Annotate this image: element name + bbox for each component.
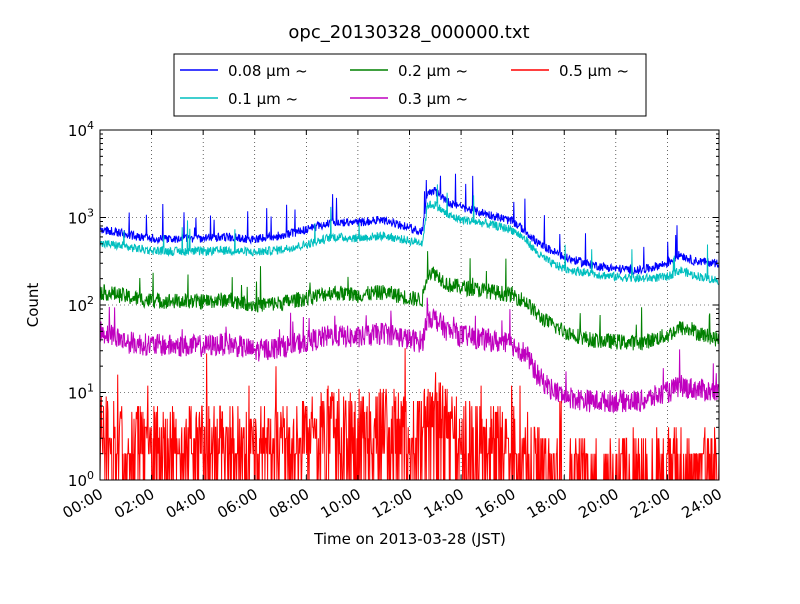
y-axis-label: Count: [24, 283, 42, 328]
y-tick-label: 101: [68, 382, 94, 403]
y-tick-label: 104: [68, 119, 94, 140]
y-tick-base: 10: [68, 297, 87, 315]
chart-title: opc_20130328_000000.txt: [288, 22, 529, 43]
legend-entry: 0.08 μm ~: [228, 62, 308, 80]
y-tick-base: 10: [68, 385, 87, 403]
y-tick-exponent: 1: [87, 382, 94, 395]
y-tick-base: 10: [68, 472, 87, 490]
y-tick-base: 10: [68, 210, 87, 228]
legend-entry: 0.3 μm ~: [398, 90, 468, 108]
series-line: [99, 251, 720, 351]
ticks: [99, 129, 720, 481]
series-line: [99, 184, 720, 286]
y-tick-exponent: 3: [87, 207, 94, 220]
y-tick-label: 102: [68, 294, 94, 315]
y-tick-label: 100: [68, 469, 94, 490]
series-line: [99, 297, 720, 414]
y-tick-base: 10: [68, 122, 87, 140]
series-line: [99, 348, 720, 481]
x-axis-label: Time on 2013-03-28 (JST): [313, 530, 506, 548]
y-tick-label: 103: [68, 207, 94, 228]
legend-frame: [173, 53, 647, 117]
y-tick-exponent: 4: [87, 119, 94, 132]
series-layer: [99, 173, 720, 481]
legend-entry: 0.2 μm ~: [398, 62, 468, 80]
series-line: [99, 173, 720, 276]
y-tick-exponent: 0: [87, 469, 94, 482]
legend-entry: 0.5 μm ~: [559, 62, 629, 80]
y-tick-exponent: 2: [87, 294, 94, 307]
legend-entry: 0.1 μm ~: [228, 90, 298, 108]
legend: 0.08 μm ~ 0.1 μm ~ 0.2 μm ~ 0.3 μm ~ 0.5 μm …: [173, 53, 647, 117]
